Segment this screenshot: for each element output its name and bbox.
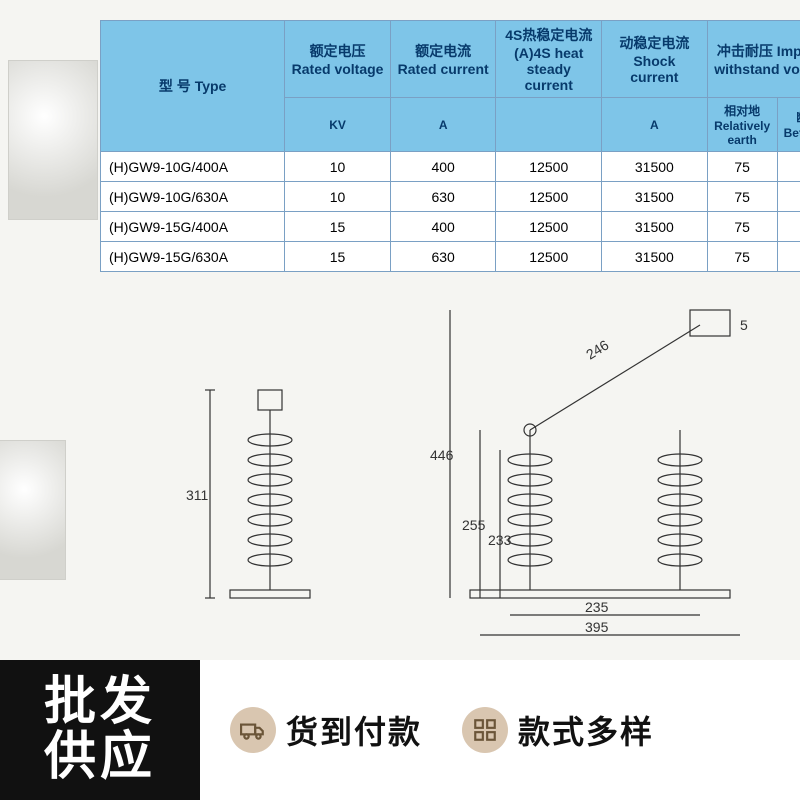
table-row: (H)GW9-15G/400A 15 400 12500 31500 75 — [101, 212, 800, 242]
cell-model: (H)GW9-10G/400A — [101, 152, 285, 182]
impulse-sub-re: 相对地 Relatively earth — [707, 98, 777, 152]
promo-tags: 货到付款 款式多样 — [200, 660, 800, 800]
cell-hs: 12500 — [496, 182, 602, 212]
col-type-header: 型 号 Type — [101, 21, 285, 152]
promo-tag-text: 款式多样 — [518, 707, 654, 753]
col-impulse-cn: 冲击耐压 Impulse — [714, 41, 800, 61]
col-sc-en: Shock current — [608, 53, 701, 85]
cell-a: 630 — [390, 242, 496, 272]
table-row: (H)GW9-15G/630A 15 630 12500 31500 75 — [101, 242, 800, 272]
promo-big-label: 批发 供应 — [0, 660, 200, 800]
col-kv-cn: 额定电压 — [291, 41, 384, 61]
cell-sc: 31500 — [602, 212, 708, 242]
cell-kv: 15 — [285, 212, 391, 242]
dim-base-w1: 235 — [585, 599, 609, 615]
product-photo-top — [8, 60, 98, 220]
col-hs-header: 4S热稳定电流 (A)4S heat steady current — [496, 21, 602, 98]
cell-hs: 12500 — [496, 242, 602, 272]
cell-re: 75 — [707, 212, 777, 242]
col-impulse-header: 冲击耐压 Impulse withstand voltage — [707, 21, 800, 98]
cell-kv: 10 — [285, 152, 391, 182]
cell-kv: 10 — [285, 182, 391, 212]
spec-table: 型 号 Type 额定电压 Rated voltage 额定电流 Rated c… — [100, 20, 800, 272]
product-photo-bottom — [0, 440, 66, 580]
col-sc-cn: 动稳定电流 — [608, 33, 701, 53]
dim-left-height: 311 — [186, 487, 209, 503]
promo-strip: 批发 供应 货到付款 款式多样 — [0, 660, 800, 800]
cell-a: 630 — [390, 182, 496, 212]
cell-re: 75 — [707, 152, 777, 182]
cell-re: 75 — [707, 182, 777, 212]
cell-bw — [777, 182, 800, 212]
col-kv-header: 额定电压 Rated voltage — [285, 21, 391, 98]
cell-a: 400 — [390, 152, 496, 182]
col-type-cn: 型 号 — [159, 78, 191, 94]
col-impulse-en: withstand voltage — [714, 61, 800, 77]
table-row: (H)GW9-10G/630A 10 630 12500 31500 75 — [101, 182, 800, 212]
cell-sc: 31500 — [602, 152, 708, 182]
cell-a: 400 — [390, 212, 496, 242]
cell-bw — [777, 152, 800, 182]
unit-a: A — [390, 98, 496, 152]
col-kv-en: Rated voltage — [291, 61, 384, 77]
dim-right-h2: 233 — [488, 532, 512, 548]
unit-hs — [496, 98, 602, 152]
col-sc-header: 动稳定电流 Shock current — [602, 21, 708, 98]
cell-bw — [777, 242, 800, 272]
truck-icon — [230, 707, 276, 753]
dim-right-total: 446 — [430, 447, 454, 463]
dim-arm-offset: 5 — [740, 317, 748, 333]
cell-bw — [777, 212, 800, 242]
col-hs-cn: 4S热稳定电流 — [502, 25, 595, 45]
spec-table-container: 型 号 Type 额定电压 Rated voltage 额定电流 Rated c… — [100, 20, 800, 272]
promo-big-line2: 供应 — [44, 730, 156, 785]
cell-hs: 12500 — [496, 212, 602, 242]
cell-kv: 15 — [285, 242, 391, 272]
promo-tag: 款式多样 — [462, 707, 654, 753]
col-type-en: Type — [195, 78, 227, 94]
cell-sc: 31500 — [602, 242, 708, 272]
grid-icon — [462, 707, 508, 753]
cell-sc: 31500 — [602, 182, 708, 212]
unit-sc: A — [602, 98, 708, 152]
col-hs-en: (A)4S heat steady current — [502, 45, 595, 93]
cell-model: (H)GW9-10G/630A — [101, 182, 285, 212]
col-a-header: 额定电流 Rated current — [390, 21, 496, 98]
promo-tag-text: 货到付款 — [286, 707, 422, 753]
promo-big-line1: 批发 — [44, 675, 156, 730]
col-a-en: Rated current — [397, 61, 490, 77]
cell-model: (H)GW9-15G/400A — [101, 212, 285, 242]
dim-base-w2: 395 — [585, 619, 609, 635]
cell-model: (H)GW9-15G/630A — [101, 242, 285, 272]
dim-right-h1: 255 — [462, 517, 486, 533]
dim-arm: 246 — [583, 336, 611, 362]
engineering-drawing: 311 246 5 446 255 233 235 395 — [180, 290, 780, 640]
cell-hs: 12500 — [496, 152, 602, 182]
impulse-sub-bw: 断口 Between — [777, 98, 800, 152]
cell-re: 75 — [707, 242, 777, 272]
col-a-cn: 额定电流 — [397, 41, 490, 61]
table-row: (H)GW9-10G/400A 10 400 12500 31500 75 — [101, 152, 800, 182]
promo-tag: 货到付款 — [230, 707, 422, 753]
unit-kv: KV — [285, 98, 391, 152]
